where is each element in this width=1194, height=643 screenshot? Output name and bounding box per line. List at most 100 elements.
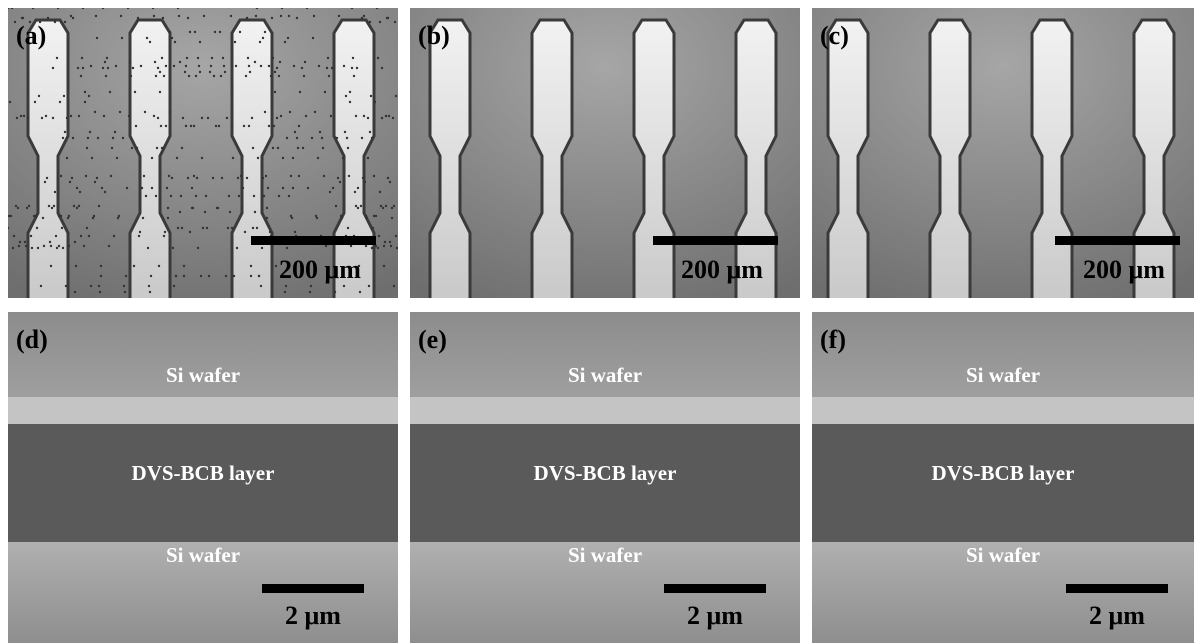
particle (170, 195, 172, 197)
particle (200, 275, 202, 277)
particle (187, 17, 189, 19)
particle (209, 71, 211, 73)
particle (337, 177, 339, 179)
particle (12, 247, 14, 249)
particle (177, 7, 179, 9)
particle (241, 207, 243, 209)
particle (277, 147, 279, 149)
particle (72, 137, 74, 139)
particle (48, 205, 50, 207)
particle (243, 125, 245, 127)
particle (368, 285, 370, 287)
particle (256, 7, 258, 9)
particle (302, 147, 304, 149)
particle (136, 147, 138, 149)
particle (355, 205, 357, 207)
particle (37, 247, 39, 249)
particle (303, 75, 305, 77)
particle (98, 285, 100, 287)
particle (294, 231, 296, 233)
particle (114, 131, 116, 133)
particle (328, 75, 330, 77)
particle (224, 71, 226, 73)
particle (176, 157, 178, 159)
particle (152, 7, 154, 9)
particle (363, 15, 365, 17)
particle (134, 91, 136, 93)
particle (89, 131, 91, 133)
particle (226, 117, 228, 119)
particle (274, 71, 276, 73)
particle (61, 227, 63, 229)
particle (359, 291, 361, 293)
particle (54, 21, 56, 23)
particle (348, 175, 350, 177)
particle (158, 265, 160, 267)
particle (351, 67, 353, 69)
particle (64, 21, 66, 23)
particle (16, 117, 18, 119)
particle (377, 247, 379, 249)
particle (87, 137, 89, 139)
particle (101, 187, 103, 189)
particle (23, 115, 25, 117)
particle (186, 57, 188, 59)
particle (178, 15, 180, 17)
particle (58, 215, 60, 217)
particle (306, 7, 308, 9)
particle (385, 115, 387, 117)
particle (301, 67, 303, 69)
particle (203, 15, 205, 17)
particle (269, 231, 271, 233)
particle (90, 285, 92, 287)
particle (204, 211, 206, 213)
figure: 200 μm(a)200 μm(b)200 μm(c)Si waferDVS-B… (0, 0, 1194, 643)
layer-label: DVS-BCB layer (534, 461, 677, 485)
particle (236, 247, 238, 249)
particle (74, 291, 76, 293)
particle (9, 101, 11, 103)
particle (339, 181, 341, 183)
particle (327, 57, 329, 59)
particle (82, 67, 84, 69)
particle (227, 227, 229, 229)
particle (72, 17, 74, 19)
particle (155, 75, 157, 77)
particle (197, 247, 199, 249)
particle (282, 157, 284, 159)
particle (281, 7, 283, 9)
particle (369, 21, 371, 23)
particle (188, 75, 190, 77)
scale-bar (262, 584, 364, 593)
particle (138, 235, 140, 237)
particle (70, 15, 72, 17)
particle (207, 117, 209, 119)
particle (234, 41, 236, 43)
particle (350, 245, 352, 247)
particle (169, 111, 171, 113)
particle (199, 41, 201, 43)
particle (137, 17, 139, 19)
particle (104, 61, 106, 63)
particle (76, 187, 78, 189)
particle (184, 71, 186, 73)
particle (171, 37, 173, 39)
particle (146, 37, 148, 39)
particle (355, 115, 357, 117)
particle (392, 117, 394, 119)
particle (157, 117, 159, 119)
particle (40, 285, 42, 287)
particle (233, 275, 235, 277)
particle (19, 241, 21, 243)
particle (142, 217, 144, 219)
particle (201, 157, 203, 159)
particle (50, 245, 52, 247)
particle (187, 177, 189, 179)
particle (167, 207, 169, 209)
particle (66, 157, 68, 159)
particle (163, 235, 165, 237)
particle (329, 191, 331, 193)
particle (387, 177, 389, 179)
particle (215, 125, 217, 127)
particle (240, 175, 242, 177)
